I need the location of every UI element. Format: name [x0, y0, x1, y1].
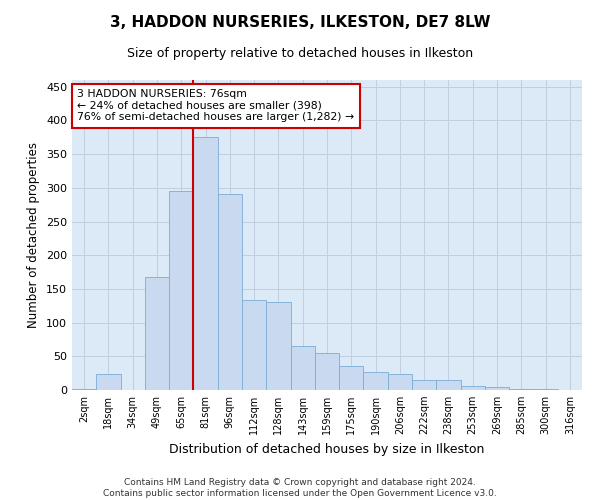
Text: Size of property relative to detached houses in Ilkeston: Size of property relative to detached ho…: [127, 48, 473, 60]
Bar: [339, 366, 364, 390]
Text: Contains HM Land Registry data © Crown copyright and database right 2024.
Contai: Contains HM Land Registry data © Crown c…: [103, 478, 497, 498]
Bar: [412, 380, 436, 390]
Bar: [436, 380, 461, 390]
Bar: [485, 388, 509, 390]
Bar: [290, 346, 315, 390]
X-axis label: Distribution of detached houses by size in Ilkeston: Distribution of detached houses by size …: [169, 442, 485, 456]
Y-axis label: Number of detached properties: Number of detached properties: [28, 142, 40, 328]
Bar: [315, 353, 339, 390]
Bar: [145, 277, 169, 390]
Bar: [169, 190, 193, 390]
Text: 3 HADDON NURSERIES: 76sqm
← 24% of detached houses are smaller (398)
76% of semi: 3 HADDON NURSERIES: 76sqm ← 24% of detac…: [77, 90, 354, 122]
Bar: [266, 302, 290, 390]
Bar: [193, 138, 218, 390]
Bar: [96, 374, 121, 390]
Bar: [218, 194, 242, 390]
Bar: [364, 372, 388, 390]
Bar: [461, 386, 485, 390]
Bar: [388, 374, 412, 390]
Bar: [242, 300, 266, 390]
Text: 3, HADDON NURSERIES, ILKESTON, DE7 8LW: 3, HADDON NURSERIES, ILKESTON, DE7 8LW: [110, 15, 490, 30]
